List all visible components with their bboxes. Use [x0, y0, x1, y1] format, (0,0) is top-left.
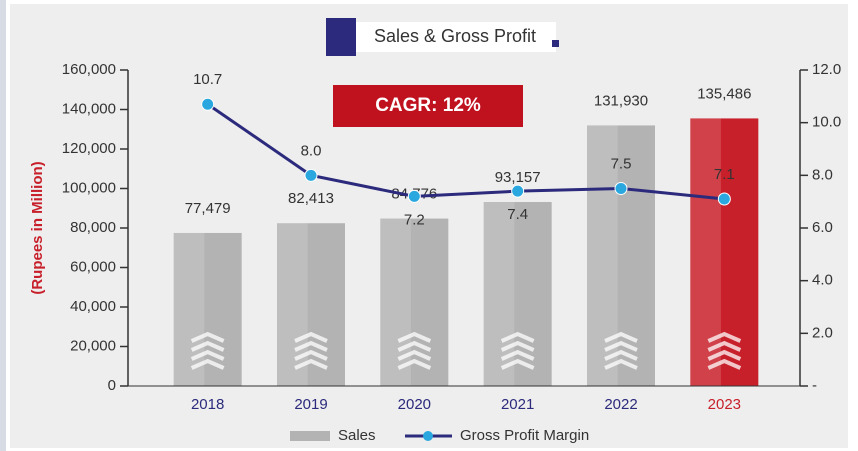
line-marker [717, 192, 731, 206]
chevron [604, 340, 638, 352]
bar-shade [483, 202, 515, 386]
y-tick-label: 80,000 [70, 219, 116, 236]
x-tick-label: 2019 [294, 396, 327, 413]
bar-shade [380, 218, 411, 386]
chart-title: Sales & Gross Profit [374, 26, 536, 46]
chevron [604, 358, 638, 370]
y-tick-label: 120,000 [62, 140, 116, 157]
chevron [190, 349, 225, 361]
bar-shade [277, 223, 308, 386]
annotation-box [333, 85, 523, 127]
y-tick-label: 100,000 [62, 179, 116, 196]
legend-marker [423, 431, 433, 441]
y-tick-label: 140,000 [62, 100, 116, 117]
y-tick-label: 0 [108, 377, 116, 394]
chevron [500, 358, 535, 370]
y2-tick-label: 10.0 [812, 114, 841, 131]
line-value-label: 7.2 [404, 211, 425, 228]
bar-shade [690, 118, 721, 386]
y-tick-label: 40,000 [70, 298, 116, 315]
y2-tick-label: - [812, 377, 817, 394]
y-tick-label: 160,000 [62, 61, 116, 78]
chevron [397, 358, 432, 370]
bar [483, 202, 552, 386]
bar-value-label: 82,413 [288, 190, 334, 207]
bar-shade [173, 232, 205, 386]
bar-value-label: 93,157 [495, 169, 541, 186]
line-marker [201, 97, 215, 111]
chevron [294, 349, 328, 361]
chevron [604, 349, 638, 361]
line [206, 102, 725, 201]
chevron [500, 331, 535, 343]
chevron [294, 331, 328, 343]
line-value-label: 10.7 [193, 71, 222, 88]
bar [380, 218, 449, 386]
y-axis-label: (Rupees in Million) [29, 161, 46, 294]
chevron [190, 331, 225, 343]
legend-swatch [290, 431, 330, 441]
line-marker [614, 182, 628, 195]
chevron [294, 340, 328, 352]
bar-value-label: 131,930 [594, 92, 648, 109]
chevron [707, 358, 742, 370]
chevron [500, 340, 535, 352]
chevron [707, 331, 742, 343]
chevron [397, 340, 432, 352]
chevron [190, 340, 225, 352]
y2-tick-label: 6.0 [812, 219, 833, 236]
title-dot [552, 40, 559, 47]
legend-label: Sales [338, 427, 376, 444]
line-value-label: 8.0 [301, 142, 322, 159]
chevron [294, 358, 328, 370]
chevron [397, 349, 432, 361]
chevron [397, 331, 432, 343]
chevron [604, 331, 638, 343]
chevron [707, 340, 742, 352]
x-tick-label: 2018 [191, 396, 224, 413]
y-tick-label: 20,000 [70, 337, 116, 354]
x-tick-label: 2022 [604, 396, 637, 413]
y2-tick-label: 2.0 [812, 324, 833, 341]
line-value-label: 7.1 [714, 166, 735, 183]
title-box [356, 22, 556, 52]
x-tick-label: 2021 [501, 396, 534, 413]
line-value-label: 7.4 [507, 206, 528, 223]
y-tick-label: 60,000 [70, 258, 116, 275]
bar-value-label: 77,479 [185, 200, 231, 217]
side-strip [0, 0, 6, 451]
chevron [707, 349, 742, 361]
bar-value-label: 135,486 [697, 85, 751, 102]
bar-shade [587, 125, 618, 387]
y2-tick-label: 12.0 [812, 61, 841, 78]
line-marker [304, 168, 318, 182]
legend-label: Gross Profit Margin [460, 427, 589, 444]
y2-tick-label: 4.0 [812, 272, 833, 289]
chevron [190, 358, 225, 370]
x-tick-label: 2023 [708, 396, 741, 413]
line-marker [407, 189, 421, 203]
y2-tick-label: 8.0 [812, 166, 833, 183]
line-marker [511, 184, 525, 198]
x-tick-label: 2020 [398, 396, 431, 413]
title-square [326, 18, 356, 56]
chevron [500, 349, 535, 361]
annotation: CAGR: 12% [375, 95, 481, 116]
line-value-label: 7.5 [611, 155, 632, 172]
